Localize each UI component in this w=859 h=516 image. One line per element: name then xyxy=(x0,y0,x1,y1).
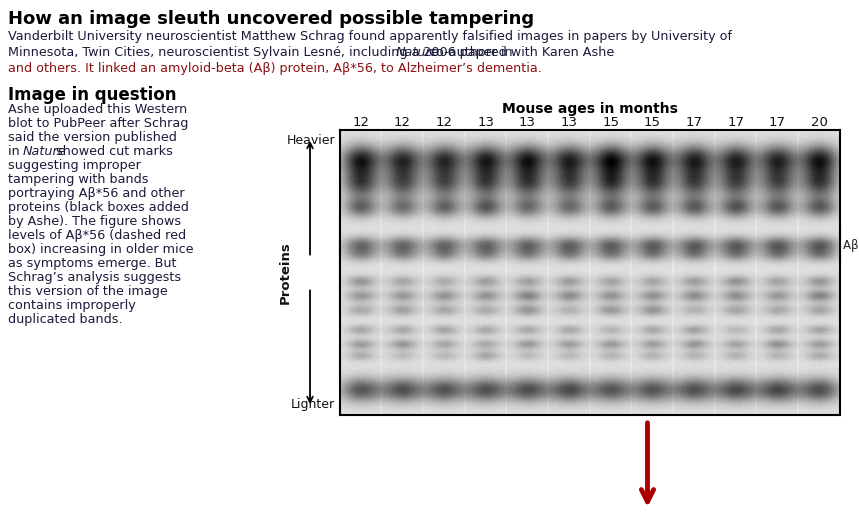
Text: 17: 17 xyxy=(769,116,786,129)
Text: Ashe uploaded this Western: Ashe uploaded this Western xyxy=(8,103,187,116)
Text: 13: 13 xyxy=(519,116,536,129)
Text: Nature: Nature xyxy=(22,145,66,158)
Text: said the version published: said the version published xyxy=(8,131,177,144)
Text: 20: 20 xyxy=(811,116,827,129)
Text: Lighter: Lighter xyxy=(291,398,335,411)
Text: 15: 15 xyxy=(644,116,661,129)
Text: How an image sleuth uncovered possible tampering: How an image sleuth uncovered possible t… xyxy=(8,10,534,28)
Text: and others. It linked an amyloid-beta (Aβ) protein, Aβ*56, to Alzheimer’s dement: and others. It linked an amyloid-beta (A… xyxy=(8,62,542,75)
Text: co-authored with Karen Ashe: co-authored with Karen Ashe xyxy=(425,46,614,59)
Text: Proteins: Proteins xyxy=(278,241,291,304)
Bar xyxy=(340,225,840,265)
Text: 12: 12 xyxy=(352,116,369,129)
Text: as symptoms emerge. But: as symptoms emerge. But xyxy=(8,257,176,270)
Text: Image in question: Image in question xyxy=(8,86,176,104)
Text: portraying Aβ*56 and other: portraying Aβ*56 and other xyxy=(8,187,185,200)
Text: 13: 13 xyxy=(478,116,494,129)
Text: 13: 13 xyxy=(561,116,577,129)
Text: box) increasing in older mice: box) increasing in older mice xyxy=(8,243,193,256)
Bar xyxy=(340,218,545,311)
Bar xyxy=(488,291,612,386)
Text: levels of Aβ*56 (dashed red: levels of Aβ*56 (dashed red xyxy=(8,229,186,242)
Text: 12: 12 xyxy=(436,116,453,129)
Text: Heavier: Heavier xyxy=(286,134,335,147)
Text: Aβ*56 bands: Aβ*56 bands xyxy=(843,239,859,252)
Text: showed cut marks: showed cut marks xyxy=(52,145,173,158)
Text: suggesting improper: suggesting improper xyxy=(8,159,141,172)
Text: tampering with bands: tampering with bands xyxy=(8,173,149,186)
Text: 15: 15 xyxy=(602,116,619,129)
Text: 17: 17 xyxy=(728,116,745,129)
Text: 12: 12 xyxy=(394,116,411,129)
Text: Minnesota, Twin Cities, neuroscientist Sylvain Lesné, including a 2006 paper in: Minnesota, Twin Cities, neuroscientist S… xyxy=(8,46,516,59)
Text: proteins (black boxes added: proteins (black boxes added xyxy=(8,201,189,214)
Text: Mouse ages in months: Mouse ages in months xyxy=(502,102,678,116)
Text: duplicated bands.: duplicated bands. xyxy=(8,313,123,326)
Text: contains improperly: contains improperly xyxy=(8,299,136,312)
Bar xyxy=(568,291,728,358)
Text: Minnesota, Twin Cities, neuroscientist Sylvain Lesné, including a 2006 paper in : Minnesota, Twin Cities, neuroscientist S… xyxy=(8,46,560,59)
Text: this version of the image: this version of the image xyxy=(8,285,168,298)
Text: blot to PubPeer after Schrag: blot to PubPeer after Schrag xyxy=(8,117,188,130)
Text: 17: 17 xyxy=(685,116,703,129)
Text: Vanderbilt University neuroscientist Matthew Schrag found apparently falsified i: Vanderbilt University neuroscientist Mat… xyxy=(8,30,732,43)
Text: Nature: Nature xyxy=(396,46,440,59)
Text: by Ashe). The figure shows: by Ashe). The figure shows xyxy=(8,215,181,228)
Text: in: in xyxy=(8,145,24,158)
Text: Schrag’s analysis suggests: Schrag’s analysis suggests xyxy=(8,271,181,284)
